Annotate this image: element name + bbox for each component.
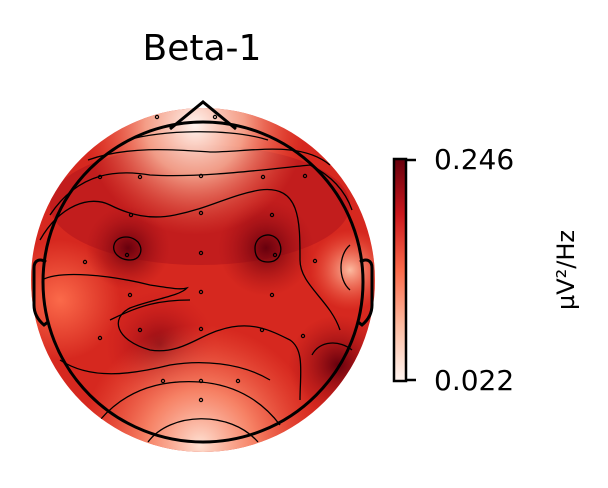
chart-title: Beta-1	[142, 28, 262, 69]
colorbar-min-label: 0.022	[434, 364, 515, 397]
colorbar-max-label: 0.246	[434, 143, 515, 176]
head-outline	[32, 100, 374, 444]
colorbar-frame	[392, 157, 408, 383]
colorbar-unit-label: µV²/Hz	[552, 229, 580, 311]
head-circle	[41, 120, 365, 444]
sensor-markers	[82, 114, 318, 403]
colorbar	[394, 159, 406, 381]
left-ear-outline	[32, 258, 49, 327]
topomap-field	[31, 108, 375, 452]
nose-outline	[169, 100, 237, 131]
right-ear-outline	[357, 258, 374, 327]
contour-lines	[39, 131, 353, 443]
